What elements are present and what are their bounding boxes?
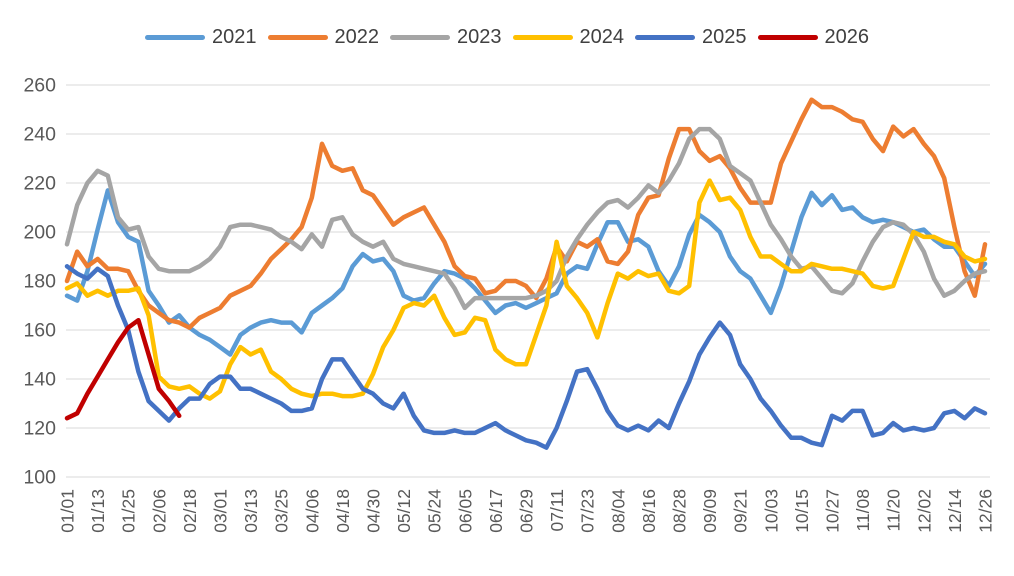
legend-swatch-2023 <box>390 34 450 40</box>
x-axis-tick-label: 02/18 <box>180 489 200 533</box>
x-axis-tick-label: 06/29 <box>517 489 537 533</box>
x-axis-tick-label: 12/26 <box>976 489 996 533</box>
legend-item-2021[interactable]: 2021 <box>145 27 257 47</box>
x-axis-tick-label: 01/13 <box>88 489 108 533</box>
x-axis-tick-label: 06/17 <box>486 489 506 533</box>
y-axis-tick-label: 180 <box>23 271 56 293</box>
legend-item-2023[interactable]: 2023 <box>390 27 502 47</box>
x-axis-tick-label: 07/23 <box>578 489 598 533</box>
legend-label: 2025 <box>702 26 747 48</box>
x-axis-tick-label: 02/06 <box>149 489 169 533</box>
y-axis-tick-label: 220 <box>23 173 56 195</box>
y-axis-tick-label: 140 <box>23 369 56 391</box>
legend-swatch-2025 <box>635 34 695 40</box>
chart-legend: 2021 2022 2023 2024 2025 2026 <box>0 27 1014 47</box>
legend-swatch-2021 <box>145 34 205 40</box>
series-line-2023[interactable] <box>64 126 988 311</box>
x-axis-tick-label: 12/14 <box>945 489 965 533</box>
series-line-2021[interactable] <box>64 188 988 357</box>
legend-label: 2026 <box>824 26 870 48</box>
y-axis-tick-label: 160 <box>23 320 56 342</box>
x-axis-tick-label: 04/06 <box>302 489 322 533</box>
x-axis-tick-label: 01/25 <box>119 489 139 533</box>
x-axis-tick-label: 07/11 <box>547 489 567 532</box>
legend-item-2024[interactable]: 2024 <box>512 26 625 48</box>
x-axis-tick-label: 01/01 <box>58 489 78 533</box>
x-axis-tick-label: 06/05 <box>455 489 475 533</box>
x-axis-tick-label: 11/08 <box>853 489 873 532</box>
x-axis-tick-label: 03/13 <box>241 489 261 533</box>
legend-swatch-2022 <box>267 34 328 40</box>
x-axis-tick-label: 10/15 <box>792 489 812 533</box>
x-axis-tick-label: 09/09 <box>700 489 720 533</box>
series-line-2024[interactable] <box>64 178 988 401</box>
x-axis-tick-label: 05/24 <box>425 489 445 533</box>
x-axis-tick-label: 09/21 <box>731 489 751 533</box>
legend-item-2025[interactable]: 2025 <box>635 27 747 47</box>
x-axis-tick-label: 10/03 <box>761 489 781 533</box>
legend-label: 2022 <box>334 26 380 48</box>
legend-label: 2024 <box>579 26 625 48</box>
legend-item-2026[interactable]: 2026 <box>757 26 870 48</box>
x-axis-tick-label: 04/18 <box>333 489 353 533</box>
legend-label: 2021 <box>212 26 257 48</box>
y-axis-tick-label: 100 <box>23 467 56 489</box>
legend-item-2022[interactable]: 2022 <box>267 26 380 48</box>
x-axis-tick-label: 10/27 <box>823 489 843 533</box>
legend-swatch-2024 <box>512 34 573 40</box>
series-line-2026[interactable] <box>64 317 182 421</box>
y-axis-tick-label: 260 <box>23 75 56 97</box>
x-axis-tick-label: 12/02 <box>914 489 934 533</box>
x-axis-tick-label: 04/30 <box>364 489 384 533</box>
x-axis-tick-label: 08/16 <box>639 489 659 533</box>
x-axis-tick-label: 03/01 <box>211 489 231 533</box>
x-axis-tick-label: 11/20 <box>884 489 904 532</box>
legend-swatch-2026 <box>757 34 818 40</box>
series-line-2022[interactable] <box>64 97 988 330</box>
y-axis-tick-label: 120 <box>23 418 56 440</box>
x-axis-tick-label: 05/12 <box>394 489 414 533</box>
x-axis-tick-label: 08/28 <box>670 489 690 533</box>
y-axis-tick-label: 200 <box>23 222 56 244</box>
x-axis-tick-label: 03/25 <box>272 489 292 533</box>
y-axis-tick-label: 240 <box>23 124 56 146</box>
x-axis-tick-label: 08/04 <box>608 489 628 533</box>
series-line-2025[interactable] <box>64 264 988 450</box>
legend-label: 2023 <box>457 26 502 48</box>
